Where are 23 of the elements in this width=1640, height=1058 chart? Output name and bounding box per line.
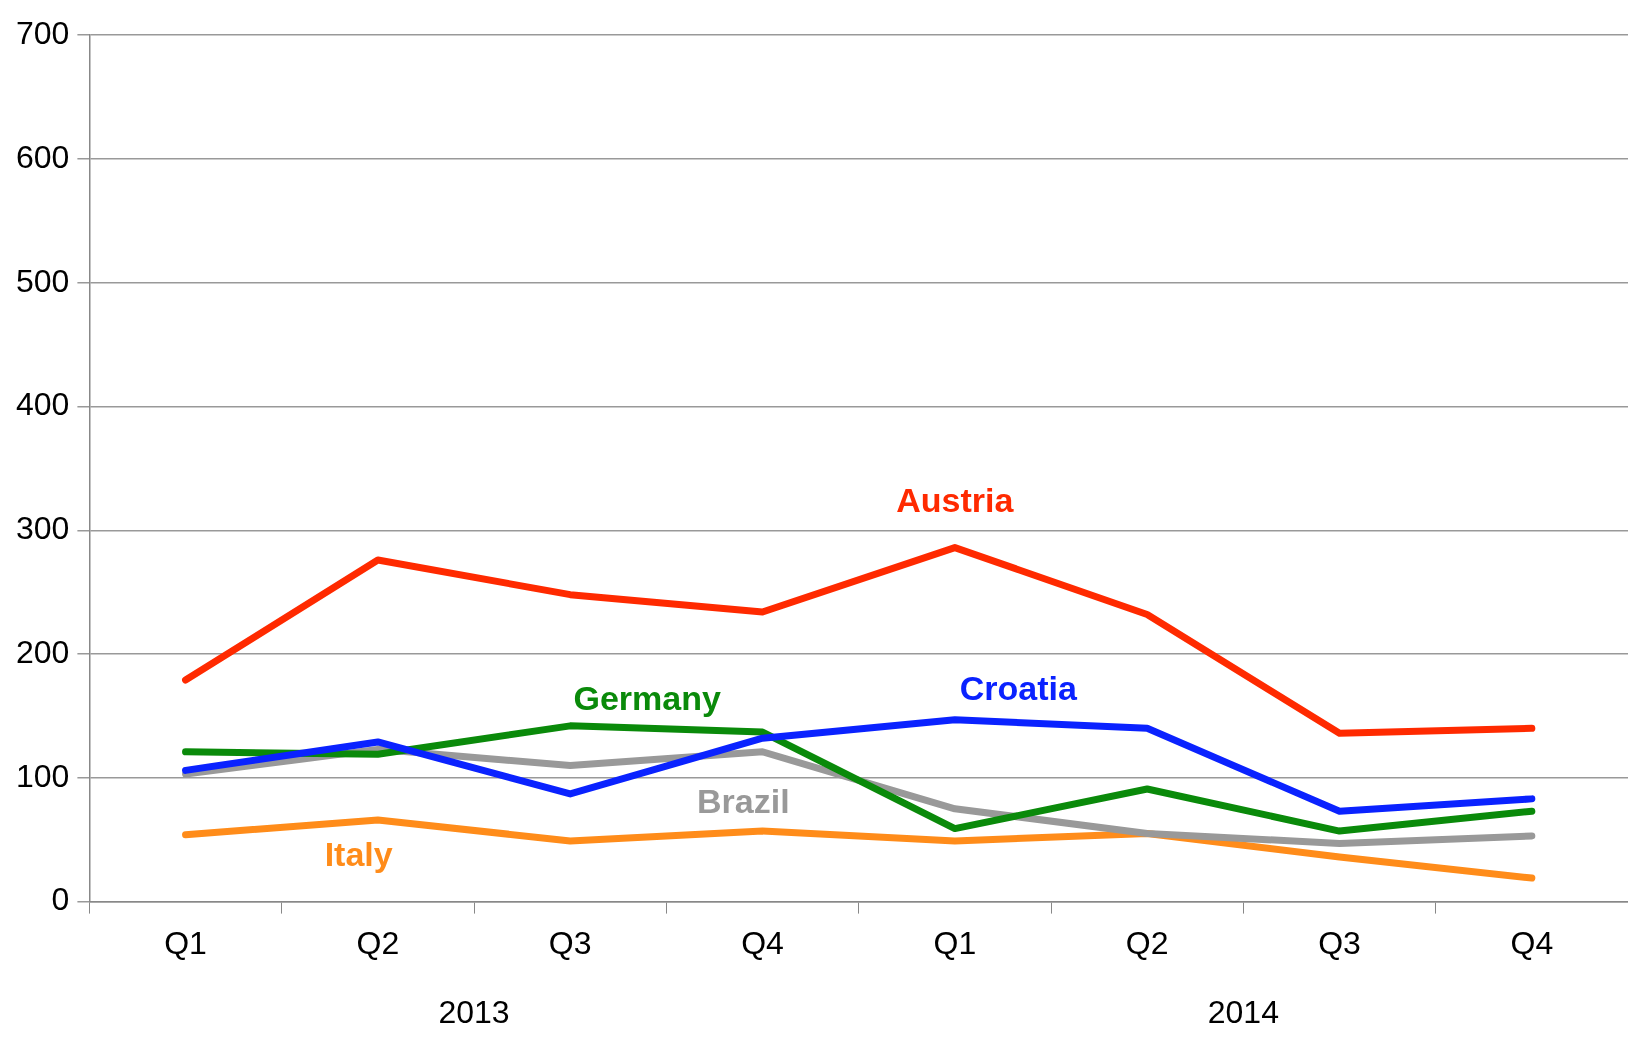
x-tick-label: Q3 <box>1318 924 1361 961</box>
text: 2014 <box>1207 993 1279 1030</box>
y-tick-label: 300 <box>16 510 70 547</box>
y-tick-label: 100 <box>16 757 70 794</box>
y-tick-label: 700 <box>16 15 70 52</box>
x-tick-label: Q3 <box>548 924 592 961</box>
x-tick-label: Q2 <box>1125 924 1169 961</box>
y-tick-label: 0 <box>51 881 70 918</box>
text: 2013 <box>438 993 510 1030</box>
y-tick-label: 200 <box>16 633 70 670</box>
y-tick-label: 500 <box>16 262 70 299</box>
series-label: Croatia <box>959 668 1078 707</box>
x-tick-label: Q2 <box>356 924 400 961</box>
series-label: Brazil <box>697 781 790 820</box>
y-tick-label: 600 <box>16 138 70 175</box>
series-label: Austria <box>896 480 1015 519</box>
series-label: Italy <box>324 834 393 873</box>
x-tick-label: Q4 <box>741 924 784 961</box>
series-label: Germany <box>573 678 721 717</box>
x-tick-label: Q1 <box>933 924 977 961</box>
x-tick-label: Q4 <box>1510 924 1554 961</box>
x-tick-label: Q1 <box>164 924 207 961</box>
y-tick-label: 400 <box>16 386 70 423</box>
